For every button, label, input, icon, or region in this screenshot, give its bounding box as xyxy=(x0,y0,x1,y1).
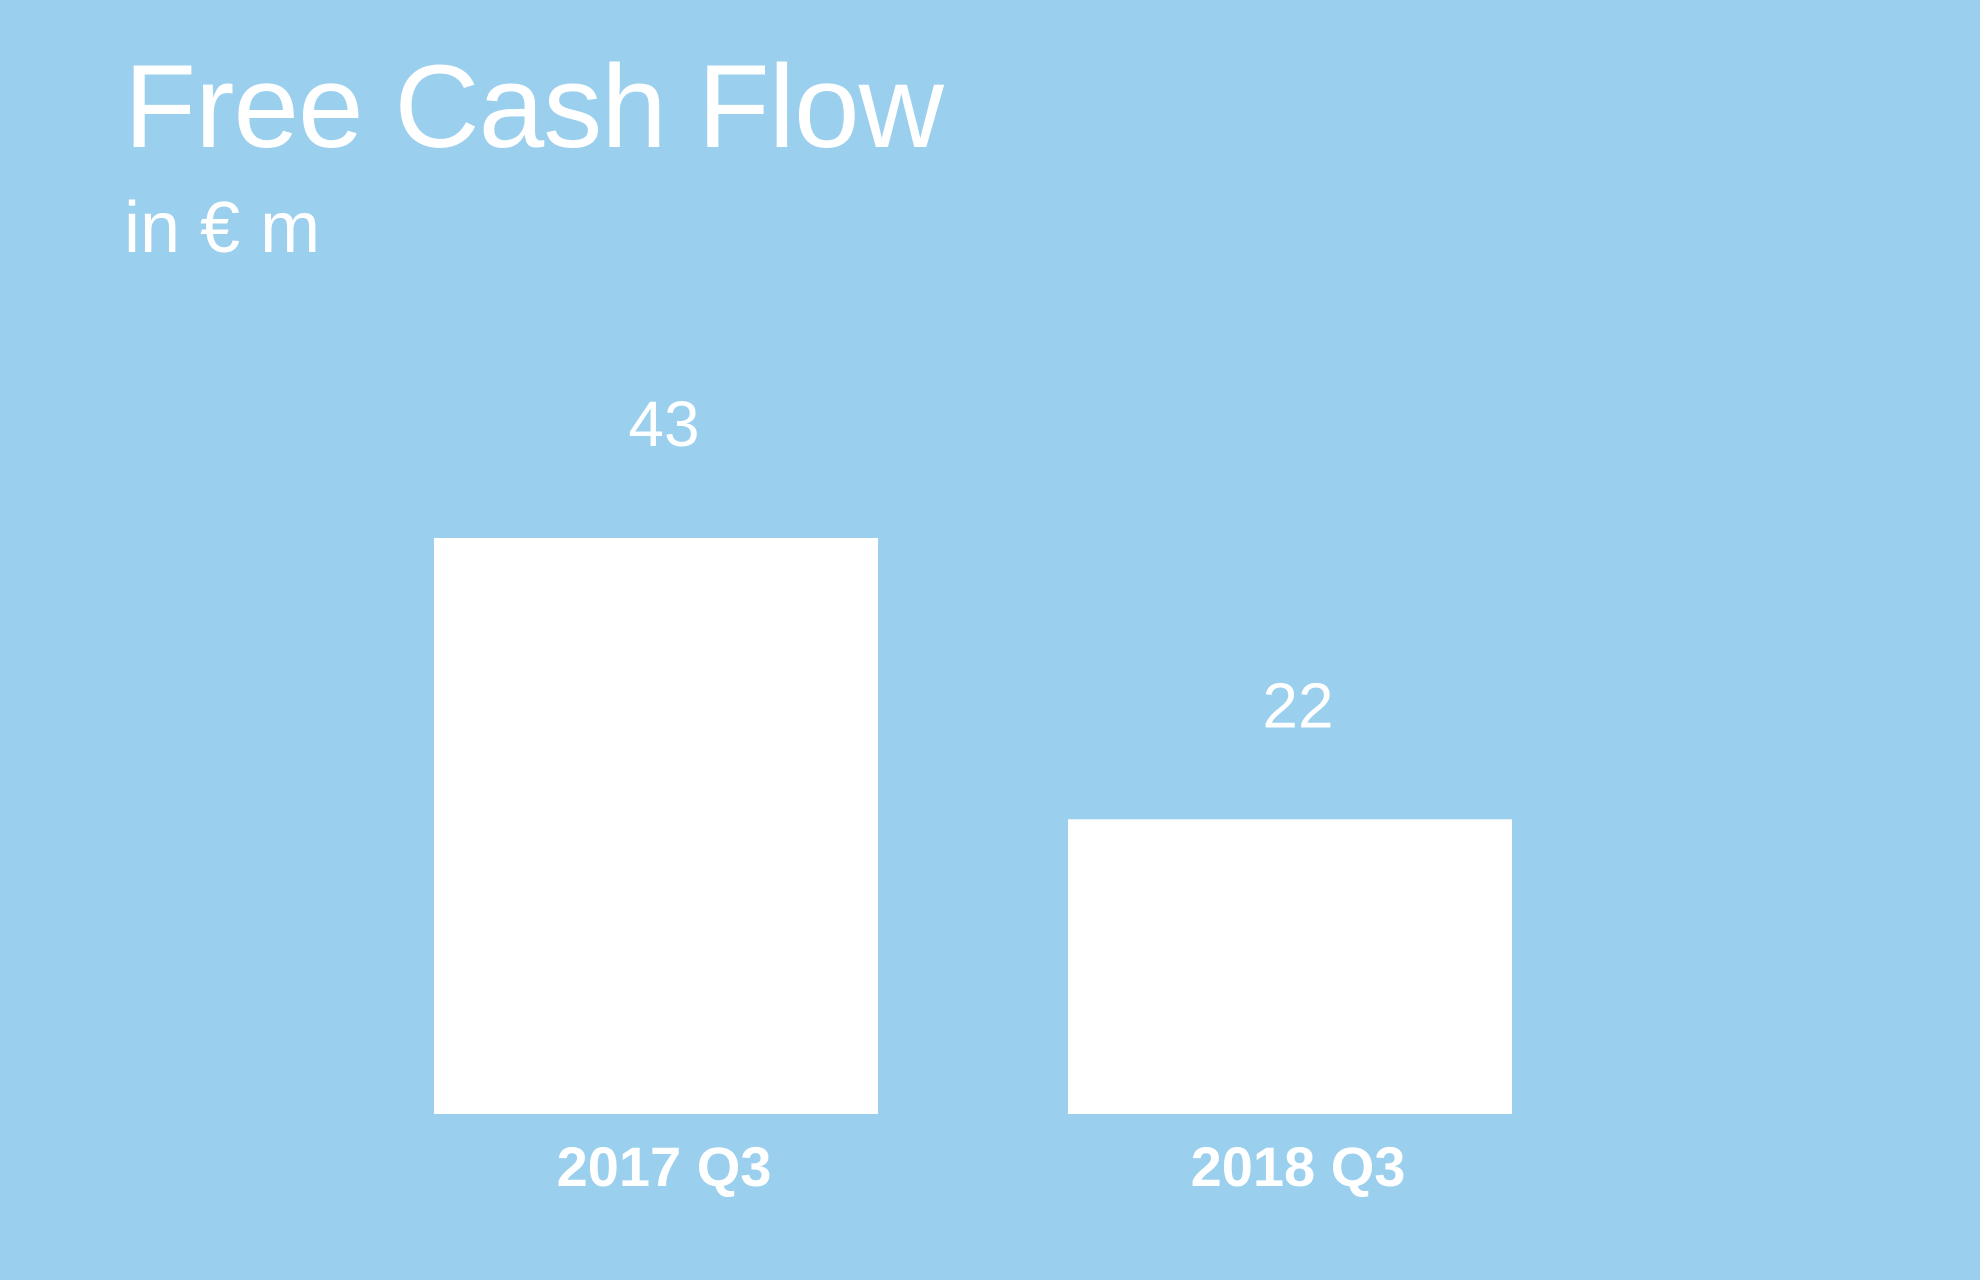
data-label-2017-q3: 43 xyxy=(628,388,699,460)
data-label-2018-q3: 22 xyxy=(1262,669,1333,741)
category-label-2017-q3: 2017 Q3 xyxy=(557,1135,772,1198)
bar-2018-q3 xyxy=(1068,819,1512,1114)
chart-title: Free Cash Flow xyxy=(124,41,944,173)
chart-subtitle: in € m xyxy=(124,188,321,268)
category-label-2018-q3: 2018 Q3 xyxy=(1191,1135,1406,1198)
bar-2017-q3 xyxy=(434,538,878,1114)
